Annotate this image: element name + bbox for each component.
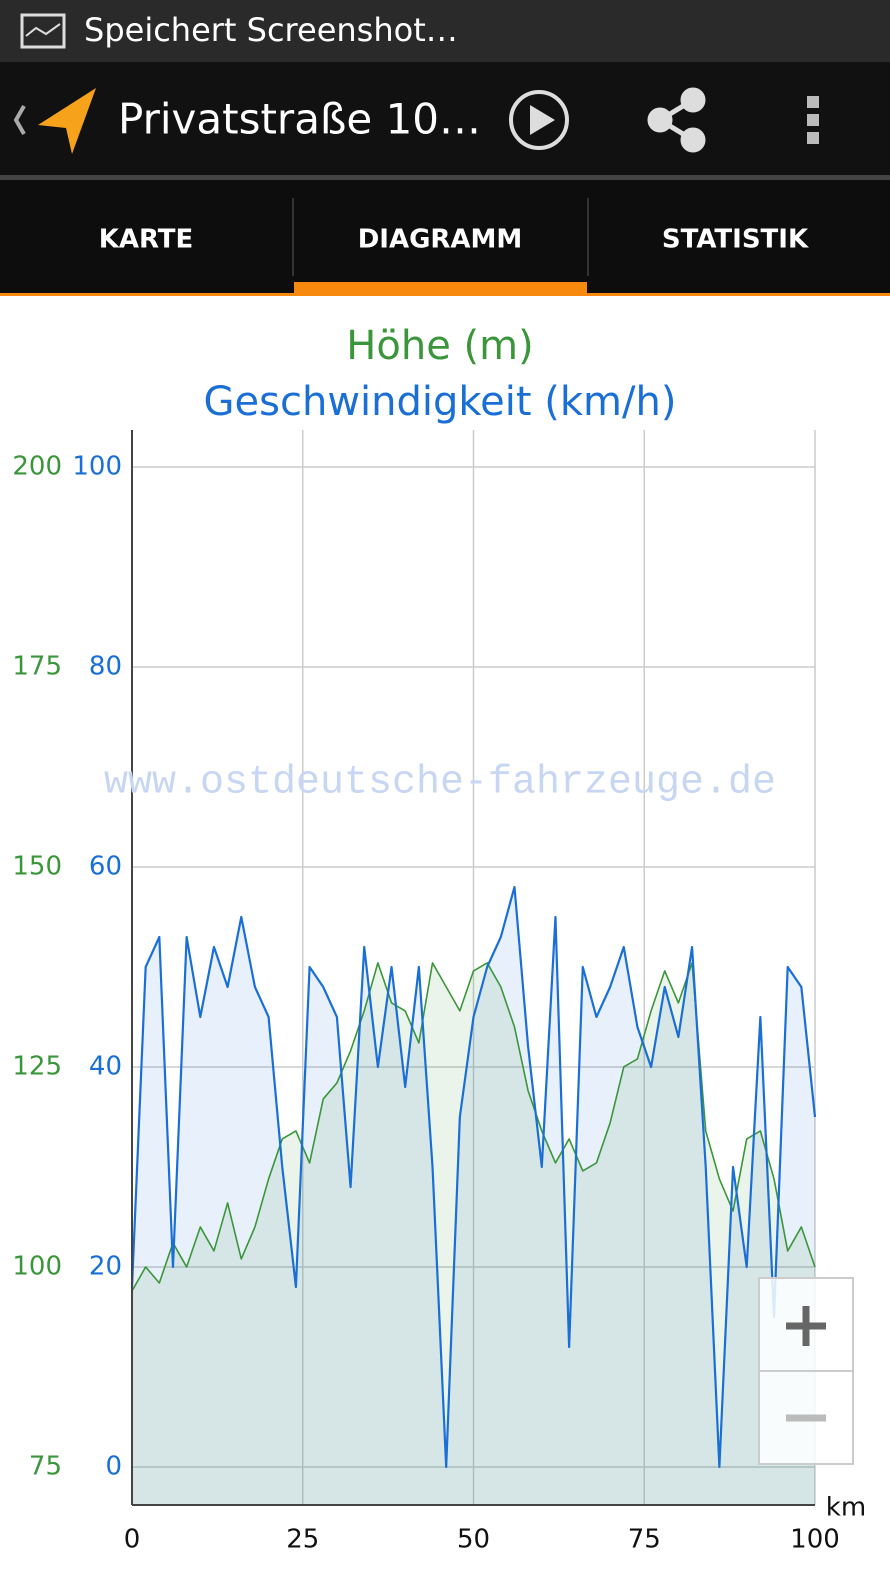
y-tick-label: 60 bbox=[89, 852, 122, 882]
series-title: Höhe (m) bbox=[346, 323, 533, 369]
screenshot-icon bbox=[20, 13, 66, 49]
divider bbox=[0, 175, 890, 180]
area bbox=[132, 962, 815, 1505]
tab[interactable]: KARTE bbox=[99, 225, 194, 255]
x-tick-label: 100 bbox=[790, 1525, 840, 1555]
x-tick-label: 75 bbox=[628, 1525, 661, 1555]
screenshot-icon-line bbox=[25, 23, 61, 37]
x-tick-label: 50 bbox=[457, 1525, 490, 1555]
x-tick-label: 25 bbox=[286, 1525, 319, 1555]
menu-button[interactable] bbox=[807, 96, 819, 144]
tab[interactable]: STATISTIK bbox=[662, 225, 809, 255]
y-tick-label: 100 bbox=[72, 452, 122, 482]
series-title: Geschwindigkeit (km/h) bbox=[204, 379, 677, 425]
status-text: Speichert Screenshot… bbox=[84, 11, 458, 49]
y2-tick-label: 75 bbox=[29, 1451, 62, 1481]
tab[interactable]: DIAGRAMM bbox=[358, 225, 523, 255]
y2-tick-label: 100 bbox=[12, 1251, 62, 1281]
y-tick-label: 20 bbox=[89, 1252, 122, 1282]
play-button[interactable] bbox=[509, 90, 569, 150]
tab-indicator bbox=[294, 282, 587, 296]
app-icon[interactable] bbox=[38, 88, 96, 154]
play-icon bbox=[530, 105, 555, 135]
y-tick-label: 40 bbox=[89, 1052, 122, 1082]
app-title: Privatstraße 10… bbox=[118, 95, 481, 144]
line bbox=[131, 962, 816, 1292]
watermark: www.ostdeutsche-fahrzeuge.de bbox=[104, 761, 776, 806]
x-axis-label: km bbox=[826, 1493, 866, 1523]
area bbox=[132, 887, 815, 1505]
y-tick-label: 0 bbox=[105, 1452, 122, 1482]
share-button[interactable] bbox=[647, 87, 706, 153]
back-icon[interactable] bbox=[13, 105, 26, 135]
y2-tick-label: 125 bbox=[12, 1051, 62, 1081]
tab-bar bbox=[0, 180, 890, 296]
line bbox=[130, 885, 817, 1469]
zoom-in[interactable] bbox=[786, 1306, 826, 1346]
y2-tick-label: 175 bbox=[12, 651, 62, 681]
x-tick-label: 0 bbox=[124, 1525, 141, 1555]
app-bar bbox=[0, 62, 890, 175]
y2-tick-label: 150 bbox=[12, 851, 62, 881]
y2-tick-label: 200 bbox=[12, 451, 62, 481]
status-bar bbox=[0, 0, 890, 62]
y-tick-label: 80 bbox=[89, 652, 122, 682]
